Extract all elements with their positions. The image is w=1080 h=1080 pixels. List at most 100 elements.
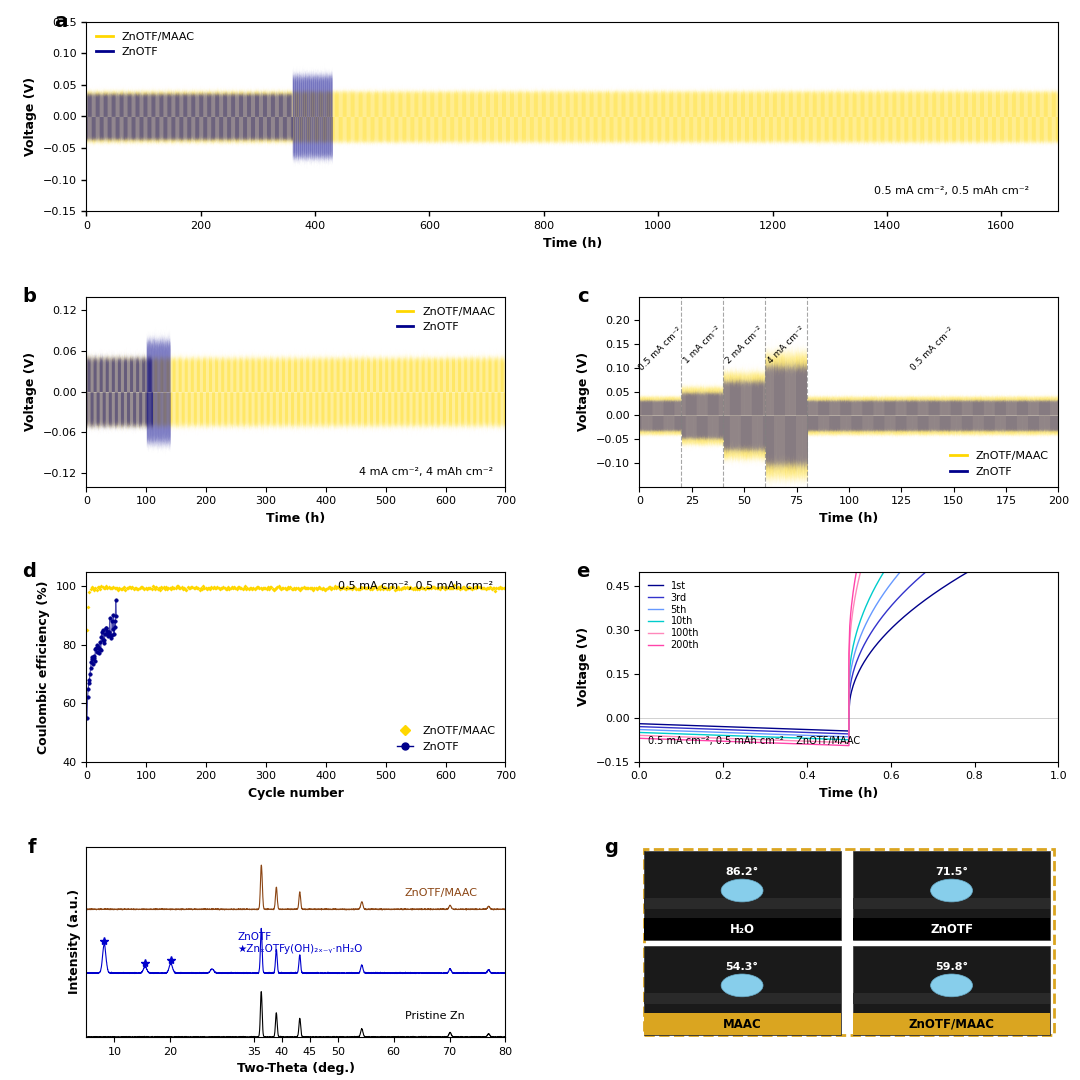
Point — [273, 579, 291, 596]
Legend: ZnOTF/MAAC, ZnOTF: ZnOTF/MAAC, ZnOTF — [392, 721, 500, 756]
Point — [130, 580, 147, 597]
Point — [272, 581, 289, 598]
X-axis label: Time (h): Time (h) — [267, 512, 325, 525]
Point — [477, 580, 495, 597]
Point — [450, 579, 468, 596]
Point — [316, 581, 334, 598]
Point — [291, 581, 308, 598]
Y-axis label: Voltage (V): Voltage (V) — [24, 352, 37, 431]
Point — [257, 579, 274, 596]
Point — [451, 581, 469, 598]
Point — [433, 579, 450, 596]
Line: 200th: 200th — [639, 220, 1058, 745]
Point — [164, 579, 181, 596]
Point — [149, 580, 166, 597]
Text: a: a — [54, 12, 67, 31]
Point — [90, 578, 107, 595]
Point — [109, 581, 126, 598]
Point — [234, 580, 252, 597]
Point — [313, 581, 330, 598]
Y-axis label: Voltage (V): Voltage (V) — [577, 352, 590, 431]
Text: g: g — [605, 838, 619, 856]
Point — [84, 648, 102, 665]
3rd — [833, 727, 846, 740]
Point — [270, 578, 287, 595]
Point — [152, 579, 170, 596]
Point — [328, 578, 346, 595]
Point — [373, 578, 390, 595]
Point — [393, 580, 410, 597]
Point — [446, 577, 463, 594]
Point — [368, 581, 386, 598]
Point — [402, 578, 419, 595]
Point — [441, 579, 458, 596]
Point — [496, 579, 513, 596]
Point — [470, 579, 487, 596]
Point — [241, 580, 258, 597]
Point — [86, 652, 104, 670]
Point — [459, 579, 476, 596]
Text: 1 mA cm⁻²: 1 mA cm⁻² — [681, 325, 723, 366]
Y-axis label: Coulombic efficiency (%): Coulombic efficiency (%) — [37, 580, 50, 754]
Point — [427, 580, 444, 597]
Point — [80, 674, 97, 691]
Point — [306, 579, 323, 596]
Point — [302, 579, 320, 596]
Point — [132, 579, 149, 596]
Legend: ZnOTF/MAAC, ZnOTF: ZnOTF/MAAC, ZnOTF — [92, 27, 200, 62]
Point — [282, 579, 299, 596]
Point — [205, 579, 222, 596]
Point — [214, 579, 231, 596]
Point — [440, 579, 457, 596]
Point — [301, 579, 319, 596]
Point — [286, 580, 303, 597]
Point — [312, 580, 329, 597]
Point — [405, 579, 422, 596]
Point — [134, 578, 151, 595]
Point — [400, 580, 417, 597]
Ellipse shape — [931, 879, 972, 902]
Point — [389, 580, 406, 597]
Point — [297, 579, 314, 596]
Y-axis label: Intensity (a.u.): Intensity (a.u.) — [68, 889, 81, 995]
Point — [345, 579, 362, 596]
200th — [860, 522, 873, 535]
Point — [106, 612, 123, 630]
Point — [105, 606, 122, 623]
Point — [143, 580, 160, 597]
10th — [633, 726, 646, 739]
Point — [315, 580, 333, 597]
Point — [359, 580, 376, 597]
Point — [374, 580, 391, 597]
Text: c: c — [578, 287, 590, 307]
100th — [860, 543, 873, 556]
Point — [476, 580, 494, 597]
Point — [82, 653, 99, 671]
Point — [116, 579, 133, 596]
Line: 1st: 1st — [639, 526, 1058, 731]
200th — [842, 739, 855, 752]
Text: ZnOTF
★ZnₓOTFy(OH)₂ₓ₋ᵧ·nH₂O: ZnOTF ★ZnₓOTFy(OH)₂ₓ₋ᵧ·nH₂O — [238, 932, 363, 954]
Point — [179, 578, 197, 595]
5th — [842, 730, 855, 743]
Point — [100, 623, 118, 640]
Point — [176, 580, 193, 597]
Point — [187, 578, 204, 595]
Point — [444, 580, 461, 597]
Point — [173, 578, 190, 595]
1st — [860, 651, 873, 664]
Point — [268, 580, 285, 597]
Point — [96, 625, 113, 643]
Text: H₂O: H₂O — [730, 922, 755, 936]
Point — [154, 579, 172, 596]
Point — [335, 578, 352, 595]
Point — [91, 578, 108, 595]
Point — [362, 579, 379, 596]
Point — [432, 580, 449, 597]
Point — [436, 580, 454, 597]
Point — [334, 580, 351, 597]
Point — [233, 580, 251, 597]
Point — [146, 579, 163, 596]
Point — [326, 578, 343, 595]
Point — [217, 580, 234, 597]
